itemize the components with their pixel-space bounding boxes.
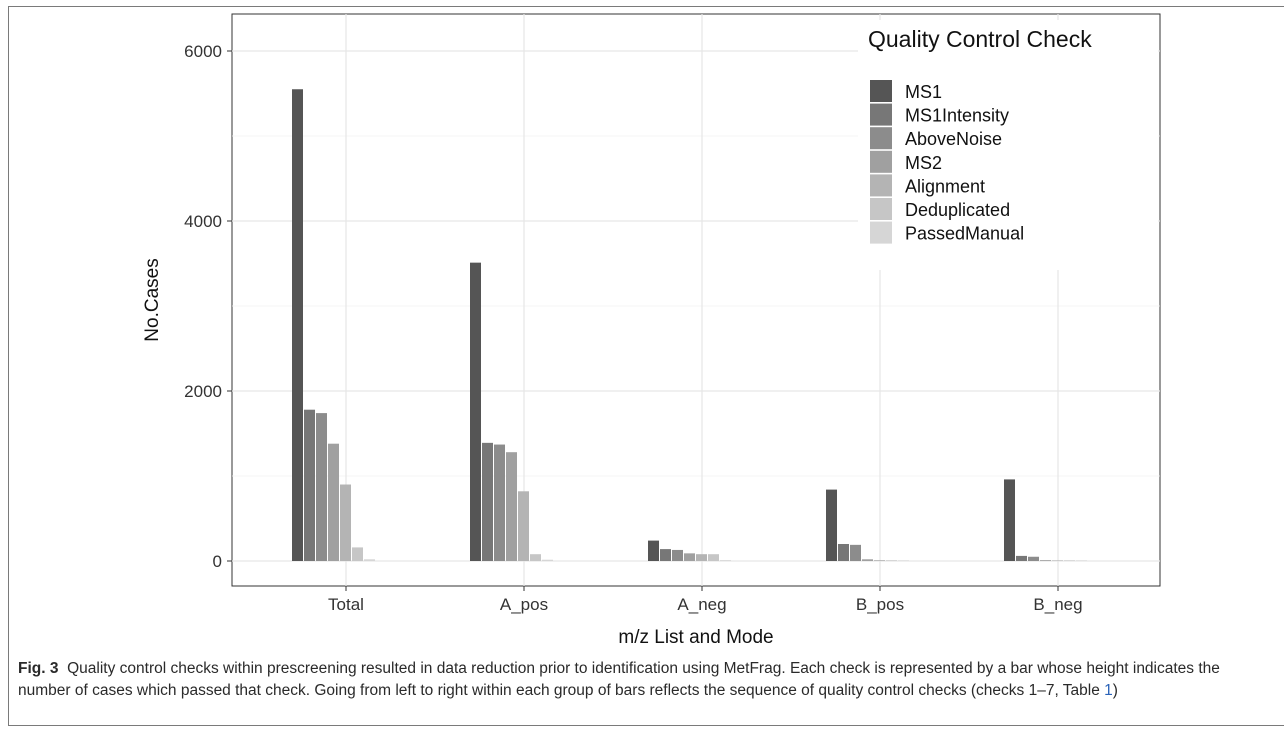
bar-passedmanual-a-pos — [542, 559, 553, 561]
x-tick-label: A_pos — [500, 595, 548, 614]
x-axis-label: m/z List and Mode — [618, 627, 773, 648]
legend-swatch — [870, 103, 892, 126]
legend-label: MS2 — [905, 153, 942, 173]
bar-alignment-total — [340, 484, 351, 561]
figure-caption: Fig. 3 Quality control checks within pre… — [18, 658, 1273, 702]
legend-swatch — [870, 127, 892, 150]
x-tick-label: A_neg — [677, 595, 726, 614]
legend-label: AboveNoise — [905, 129, 1002, 149]
bar-abovenoise-b-pos — [850, 544, 861, 561]
bar-deduplicated-a-pos — [530, 554, 541, 561]
bar-ms1-a-pos — [470, 262, 481, 561]
bar-ms1intensity-b-neg — [1016, 555, 1027, 561]
legend-swatch — [870, 150, 892, 173]
y-axis-label: No.Cases — [142, 258, 163, 341]
bar-passedmanual-total — [364, 559, 375, 561]
bar-ms2-b-neg — [1040, 560, 1051, 561]
legend-background — [858, 20, 1158, 270]
bar-passedmanual-a-neg — [720, 560, 731, 561]
legend-label: MS1Intensity — [905, 106, 1009, 126]
legend-label: Alignment — [905, 176, 985, 196]
bar-ms1intensity-a-pos — [482, 442, 493, 561]
caption-text-end: ) — [1112, 682, 1118, 699]
x-tick-label: B_pos — [856, 595, 904, 614]
bar-passedmanual-b-neg — [1076, 560, 1087, 561]
bar-deduplicated-a-neg — [708, 554, 719, 561]
bar-ms1-a-neg — [648, 540, 659, 561]
bar-ms1intensity-total — [304, 409, 315, 561]
y-tick-label: 0 — [213, 552, 222, 571]
legend-swatch — [870, 221, 892, 244]
legend: Quality Control Check MS1 MS1Intensity Abo… — [858, 20, 1158, 270]
table-reference-link[interactable]: 1 — [1104, 682, 1113, 699]
bar-ms2-total — [328, 443, 339, 561]
bar-abovenoise-b-neg — [1028, 556, 1039, 561]
bar-alignment-b-neg — [1052, 560, 1063, 561]
bar-abovenoise-total — [316, 413, 327, 561]
bar-alignment-a-neg — [696, 554, 707, 561]
bar-deduplicated-b-pos — [886, 560, 897, 561]
bar-ms1intensity-b-pos — [838, 544, 849, 561]
x-axis-ticks: Total A_pos A_neg B_pos B_neg — [328, 586, 1083, 614]
legend-swatch — [870, 174, 892, 197]
caption-text: Quality control checks within prescreeni… — [18, 660, 1220, 699]
legend-title: Quality Control Check — [868, 26, 1092, 52]
x-tick-label: Total — [328, 595, 364, 614]
legend-items: MS1 MS1Intensity AboveNoise MS2 Alignment Ded… — [870, 80, 1024, 244]
bar-ms1-b-neg — [1004, 479, 1015, 561]
bar-ms2-a-pos — [506, 452, 517, 561]
figure-frame — [8, 6, 1284, 726]
bar-alignment-a-pos — [518, 491, 529, 561]
bar-passedmanual-b-pos — [898, 560, 909, 561]
y-tick-label: 2000 — [184, 382, 222, 401]
y-axis-ticks: 0 2000 4000 6000 — [184, 42, 232, 571]
legend-swatch — [870, 198, 892, 220]
y-tick-label: 4000 — [184, 212, 222, 231]
bar-deduplicated-total — [352, 547, 363, 561]
bar-ms1-total — [292, 89, 303, 561]
bar-ms1-b-pos — [826, 489, 837, 561]
bar-ms2-a-neg — [684, 553, 695, 561]
bar-ms2-b-pos — [862, 559, 873, 561]
legend-label: PassedManual — [905, 224, 1024, 244]
bar-abovenoise-a-neg — [672, 549, 683, 561]
bar-deduplicated-b-neg — [1064, 560, 1075, 561]
bar-abovenoise-a-pos — [494, 444, 505, 561]
caption-label: Fig. 3 — [18, 660, 59, 677]
legend-label: Deduplicated — [905, 200, 1010, 220]
y-tick-label: 6000 — [184, 42, 222, 61]
legend-label: MS1 — [905, 82, 942, 102]
x-tick-label: B_neg — [1033, 595, 1082, 614]
bars — [292, 89, 1087, 561]
bar-ms1intensity-a-neg — [660, 549, 671, 561]
bar-alignment-b-pos — [874, 560, 885, 561]
legend-swatch — [870, 80, 892, 102]
